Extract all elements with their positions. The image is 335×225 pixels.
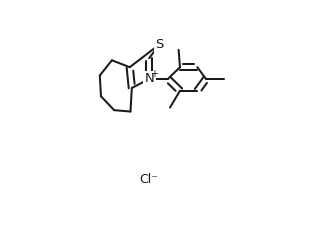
Text: +: + bbox=[150, 69, 158, 79]
Text: S: S bbox=[155, 38, 164, 51]
Text: Cl⁻: Cl⁻ bbox=[140, 173, 158, 186]
Text: N: N bbox=[144, 72, 154, 86]
